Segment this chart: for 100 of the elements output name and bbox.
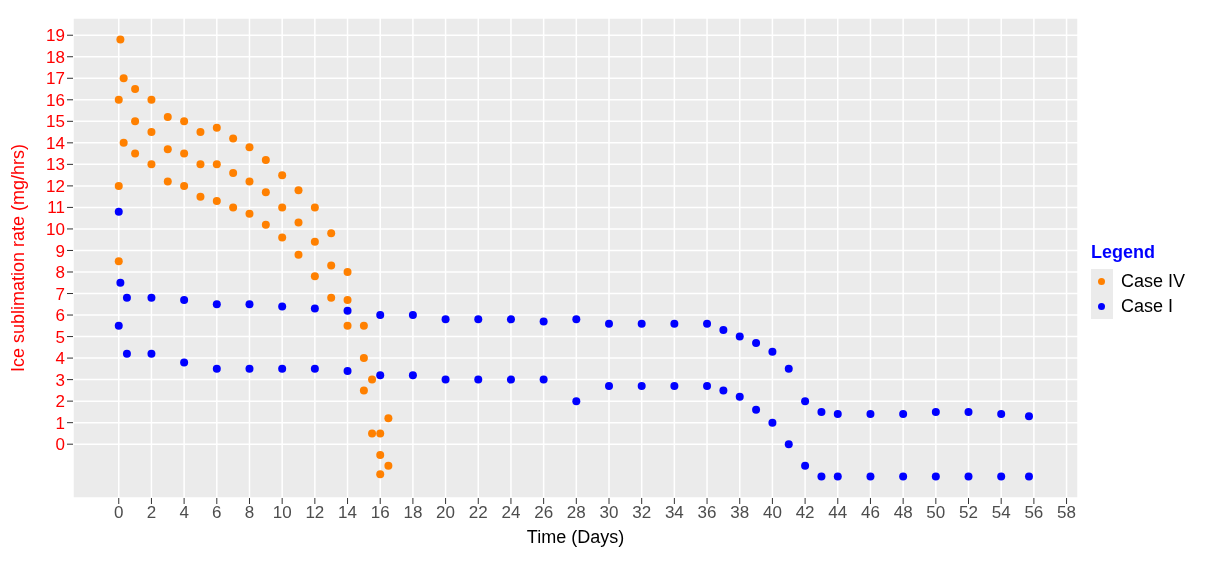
point — [212, 123, 221, 132]
x-tick-label: 16 — [370, 503, 390, 523]
point — [180, 149, 189, 158]
point — [119, 74, 128, 83]
point — [384, 461, 393, 470]
y-tick-label: 4 — [55, 349, 65, 369]
point — [196, 192, 205, 201]
point — [294, 218, 303, 227]
point — [245, 209, 254, 218]
point — [368, 375, 377, 384]
point — [278, 203, 287, 212]
x-tick-label: 34 — [664, 503, 684, 523]
x-tick-label: 12 — [305, 503, 325, 523]
point — [327, 229, 336, 238]
point — [163, 145, 172, 154]
x-tick-label: 30 — [599, 503, 619, 523]
point — [327, 261, 336, 270]
x-tick-label: 20 — [436, 503, 456, 523]
point — [278, 171, 287, 180]
point — [310, 272, 319, 281]
x-tick-label: 0 — [114, 503, 124, 523]
y-tick-label: 6 — [55, 306, 65, 326]
point — [147, 95, 156, 104]
x-tick-label: 40 — [762, 503, 782, 523]
x-tick-label: 44 — [828, 503, 848, 523]
y-tick-label: 19 — [46, 26, 65, 46]
point — [229, 203, 238, 212]
point — [114, 95, 123, 104]
point — [196, 128, 205, 137]
y-tick-label: 13 — [46, 155, 65, 175]
x-tick-label: 22 — [468, 503, 488, 523]
point — [359, 354, 368, 363]
point — [147, 160, 156, 169]
point — [376, 429, 385, 438]
y-tick-label: 0 — [55, 435, 65, 455]
x-tick-label: 14 — [338, 503, 357, 523]
point — [343, 267, 352, 276]
point — [212, 196, 221, 205]
x-tick-label: 6 — [212, 503, 222, 523]
point — [359, 321, 368, 330]
x-tick-label: 8 — [244, 503, 255, 523]
point — [131, 85, 140, 94]
point — [310, 203, 319, 212]
x-tick-label: 24 — [501, 503, 521, 523]
y-tick-label: 10 — [46, 219, 65, 239]
point — [131, 117, 140, 126]
x-tick-label: 10 — [272, 503, 292, 523]
point — [261, 156, 270, 165]
point — [245, 177, 254, 186]
point — [147, 128, 156, 137]
point — [180, 181, 189, 190]
point — [294, 186, 303, 195]
y-tick-label: 9 — [55, 241, 65, 261]
x-tick-label: 54 — [991, 503, 1011, 523]
point — [261, 220, 270, 229]
point — [376, 470, 385, 479]
point — [359, 386, 368, 395]
point — [294, 250, 303, 259]
y-tick-label: 3 — [55, 370, 65, 390]
x-tick-label: 46 — [861, 503, 880, 523]
x-tick-label: 18 — [403, 503, 423, 523]
point — [343, 321, 352, 330]
x-tick-label: 26 — [534, 503, 554, 523]
y-tick-label: 2 — [55, 392, 65, 412]
y-tick-label: 11 — [47, 198, 65, 218]
y-tick-label: 12 — [46, 176, 65, 196]
point — [278, 233, 287, 242]
x-tick-label: 48 — [893, 503, 913, 523]
y-tick-label: 14 — [46, 133, 65, 153]
point — [116, 35, 125, 44]
y-tick-label: 16 — [46, 90, 65, 110]
x-axis-title: Time (Days) — [526, 527, 625, 547]
point — [229, 168, 238, 177]
y-tick-label: 17 — [46, 69, 65, 89]
point — [119, 138, 128, 147]
x-tick-label: 56 — [1024, 503, 1044, 523]
point — [327, 293, 336, 302]
point — [131, 149, 140, 158]
point — [114, 181, 123, 190]
point — [245, 143, 254, 152]
x-tick-label: 36 — [697, 503, 717, 523]
point — [261, 188, 270, 197]
legend-title: Legend — [1091, 242, 1156, 263]
point — [180, 117, 189, 126]
point — [229, 134, 238, 143]
y-tick-label: 7 — [55, 284, 65, 304]
x-tick-label: 4 — [179, 503, 189, 523]
point — [163, 113, 172, 122]
x-tick-label: 50 — [926, 503, 946, 523]
point — [196, 160, 205, 169]
y-tick-label: 15 — [46, 112, 65, 132]
x-tick-label: 42 — [795, 503, 815, 523]
point — [343, 295, 352, 304]
point — [376, 450, 385, 459]
point — [212, 160, 221, 169]
point — [368, 429, 377, 438]
x-tick-label: 2 — [146, 503, 157, 523]
y-tick-label: 8 — [55, 263, 65, 283]
point — [310, 237, 319, 246]
y-tick-label: 5 — [55, 327, 65, 347]
